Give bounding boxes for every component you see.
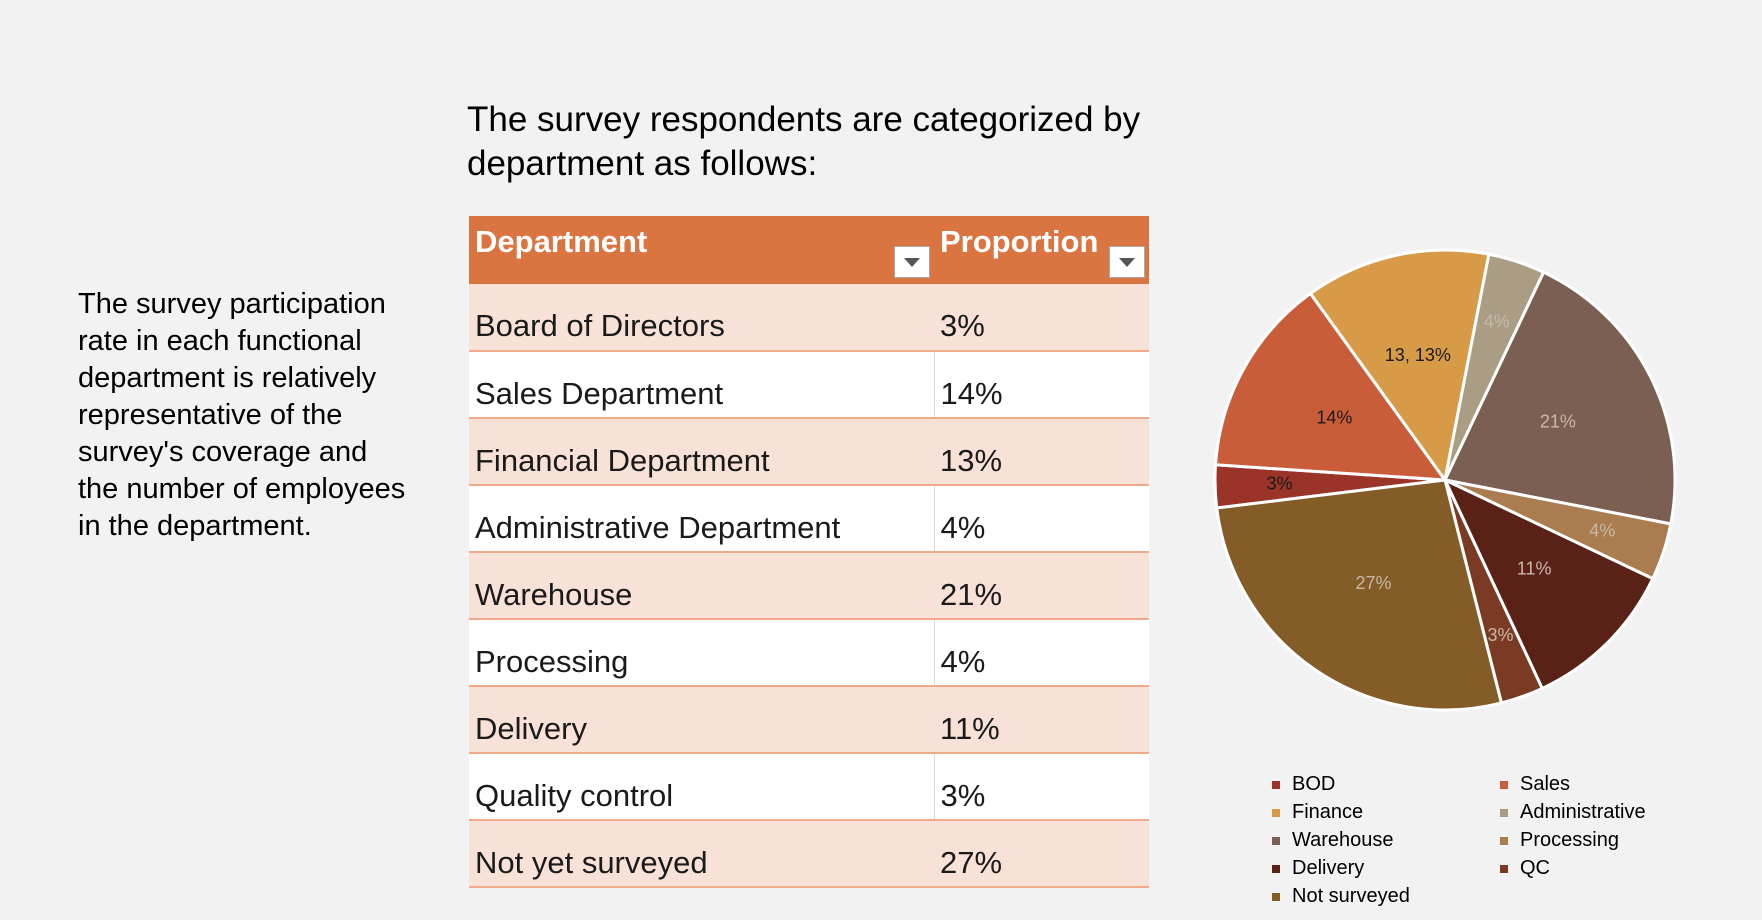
department-cell: Administrative Department bbox=[469, 485, 934, 553]
proportion-cell: 3% bbox=[934, 284, 1149, 352]
legend-label: Not surveyed bbox=[1292, 885, 1410, 907]
department-cell: Processing bbox=[469, 619, 934, 687]
section-heading: The survey respondents are categorized b… bbox=[467, 100, 1141, 183]
table-row: Quality control 3% bbox=[469, 753, 1149, 821]
proportion-cell: 14% bbox=[933, 351, 1149, 419]
table-row: Processing 4% bbox=[469, 619, 1149, 687]
department-cell: Financial Department bbox=[469, 418, 934, 486]
proportion-cell: 4% bbox=[933, 619, 1149, 687]
table-row: Warehouse 21% bbox=[469, 552, 1149, 620]
pie-data-label: 4% bbox=[1484, 311, 1510, 331]
legend-label: Finance bbox=[1292, 801, 1364, 823]
table-row: Administrative Department 4% bbox=[469, 485, 1149, 553]
pie-slice-warehouse bbox=[1442, 270, 1677, 526]
table-row: Delivery 11% bbox=[469, 686, 1149, 754]
legend-entry: BOD bbox=[1272, 772, 1500, 797]
legend-entry: Delivery bbox=[1272, 856, 1500, 881]
column-header-label: Department bbox=[475, 224, 648, 259]
department-cell: Warehouse bbox=[469, 552, 934, 620]
legend-entry: Processing bbox=[1500, 828, 1712, 853]
legend-label: QC bbox=[1520, 857, 1550, 879]
table-row: Board of Directors 3% bbox=[469, 284, 1149, 352]
legend-swatch bbox=[1500, 780, 1508, 789]
pie-data-label: 14% bbox=[1316, 407, 1352, 427]
table-row: Financial Department 13% bbox=[469, 418, 1149, 486]
table-row: Not yet surveyed 27% bbox=[469, 820, 1149, 888]
department-table: Department Proportion Board of Directors… bbox=[469, 216, 1149, 888]
legend-entry: QC bbox=[1500, 856, 1712, 881]
legend-label: Administrative bbox=[1520, 801, 1646, 823]
column-header-department: Department bbox=[469, 216, 934, 284]
legend-swatch bbox=[1272, 864, 1280, 873]
department-cell: Board of Directors bbox=[469, 284, 934, 352]
proportion-cell: 21% bbox=[934, 552, 1149, 620]
pie-data-label: 27% bbox=[1356, 573, 1392, 593]
legend-swatch bbox=[1272, 892, 1280, 901]
legend-label: BOD bbox=[1292, 773, 1336, 795]
legend-swatch bbox=[1272, 836, 1280, 845]
pie-data-label: 21% bbox=[1540, 412, 1576, 432]
department-cell: Sales Department bbox=[469, 351, 934, 419]
chart-legend: BOD Sales Finance Administrative Warehouse Pr… bbox=[1272, 772, 1712, 909]
pie-slice-sales bbox=[1213, 291, 1449, 482]
legend-swatch bbox=[1272, 808, 1280, 817]
legend-swatch bbox=[1272, 780, 1280, 789]
legend-label: Warehouse bbox=[1292, 829, 1394, 851]
pie-slice-finance bbox=[1308, 248, 1491, 484]
legend-label: Delivery bbox=[1292, 857, 1365, 879]
pie-data-label: 4% bbox=[1589, 520, 1615, 540]
department-cell: Delivery bbox=[469, 686, 934, 754]
proportion-cell: 4% bbox=[933, 485, 1149, 553]
legend-label: Sales bbox=[1520, 773, 1571, 795]
filter-dropdown-button[interactable] bbox=[894, 246, 930, 278]
legend-entry: Administrative bbox=[1500, 800, 1712, 825]
proportion-cell: 11% bbox=[934, 686, 1149, 754]
legend-label: Processing bbox=[1520, 829, 1619, 851]
department-cell: Not yet surveyed bbox=[469, 820, 934, 888]
department-cell: Quality control bbox=[469, 753, 934, 821]
department-pie-chart: 3% 14% 13, 13% 4% 21% 4% 11% 3% 27% bbox=[1213, 248, 1677, 712]
legend-entry: Finance bbox=[1272, 800, 1500, 825]
legend-entry: Not surveyed bbox=[1272, 884, 1500, 909]
pie-data-label: 13, 13% bbox=[1385, 345, 1451, 365]
table-row: Sales Department 14% bbox=[469, 351, 1149, 419]
column-header-label: Proportion bbox=[940, 224, 1099, 259]
pie-data-label: 11% bbox=[1517, 559, 1552, 579]
proportion-cell: 3% bbox=[933, 753, 1149, 821]
pie-data-label: 3% bbox=[1488, 625, 1514, 645]
legend-swatch bbox=[1500, 808, 1508, 817]
filter-dropdown-button[interactable] bbox=[1109, 246, 1145, 278]
proportion-cell: 27% bbox=[934, 820, 1149, 888]
table-header-row: Department Proportion bbox=[469, 216, 1149, 284]
pie-data-label: 3% bbox=[1266, 473, 1292, 493]
pie-slice-not-surveyed bbox=[1215, 478, 1504, 712]
summary-text: The survey participation rate in each fu… bbox=[78, 288, 406, 542]
legend-entry: Warehouse bbox=[1272, 828, 1500, 853]
pie-slice-delivery bbox=[1441, 476, 1655, 691]
legend-entry: Sales bbox=[1500, 772, 1712, 797]
legend-swatch bbox=[1500, 836, 1508, 845]
legend-swatch bbox=[1500, 864, 1508, 873]
proportion-cell: 13% bbox=[934, 418, 1149, 486]
column-header-proportion: Proportion bbox=[934, 216, 1149, 284]
